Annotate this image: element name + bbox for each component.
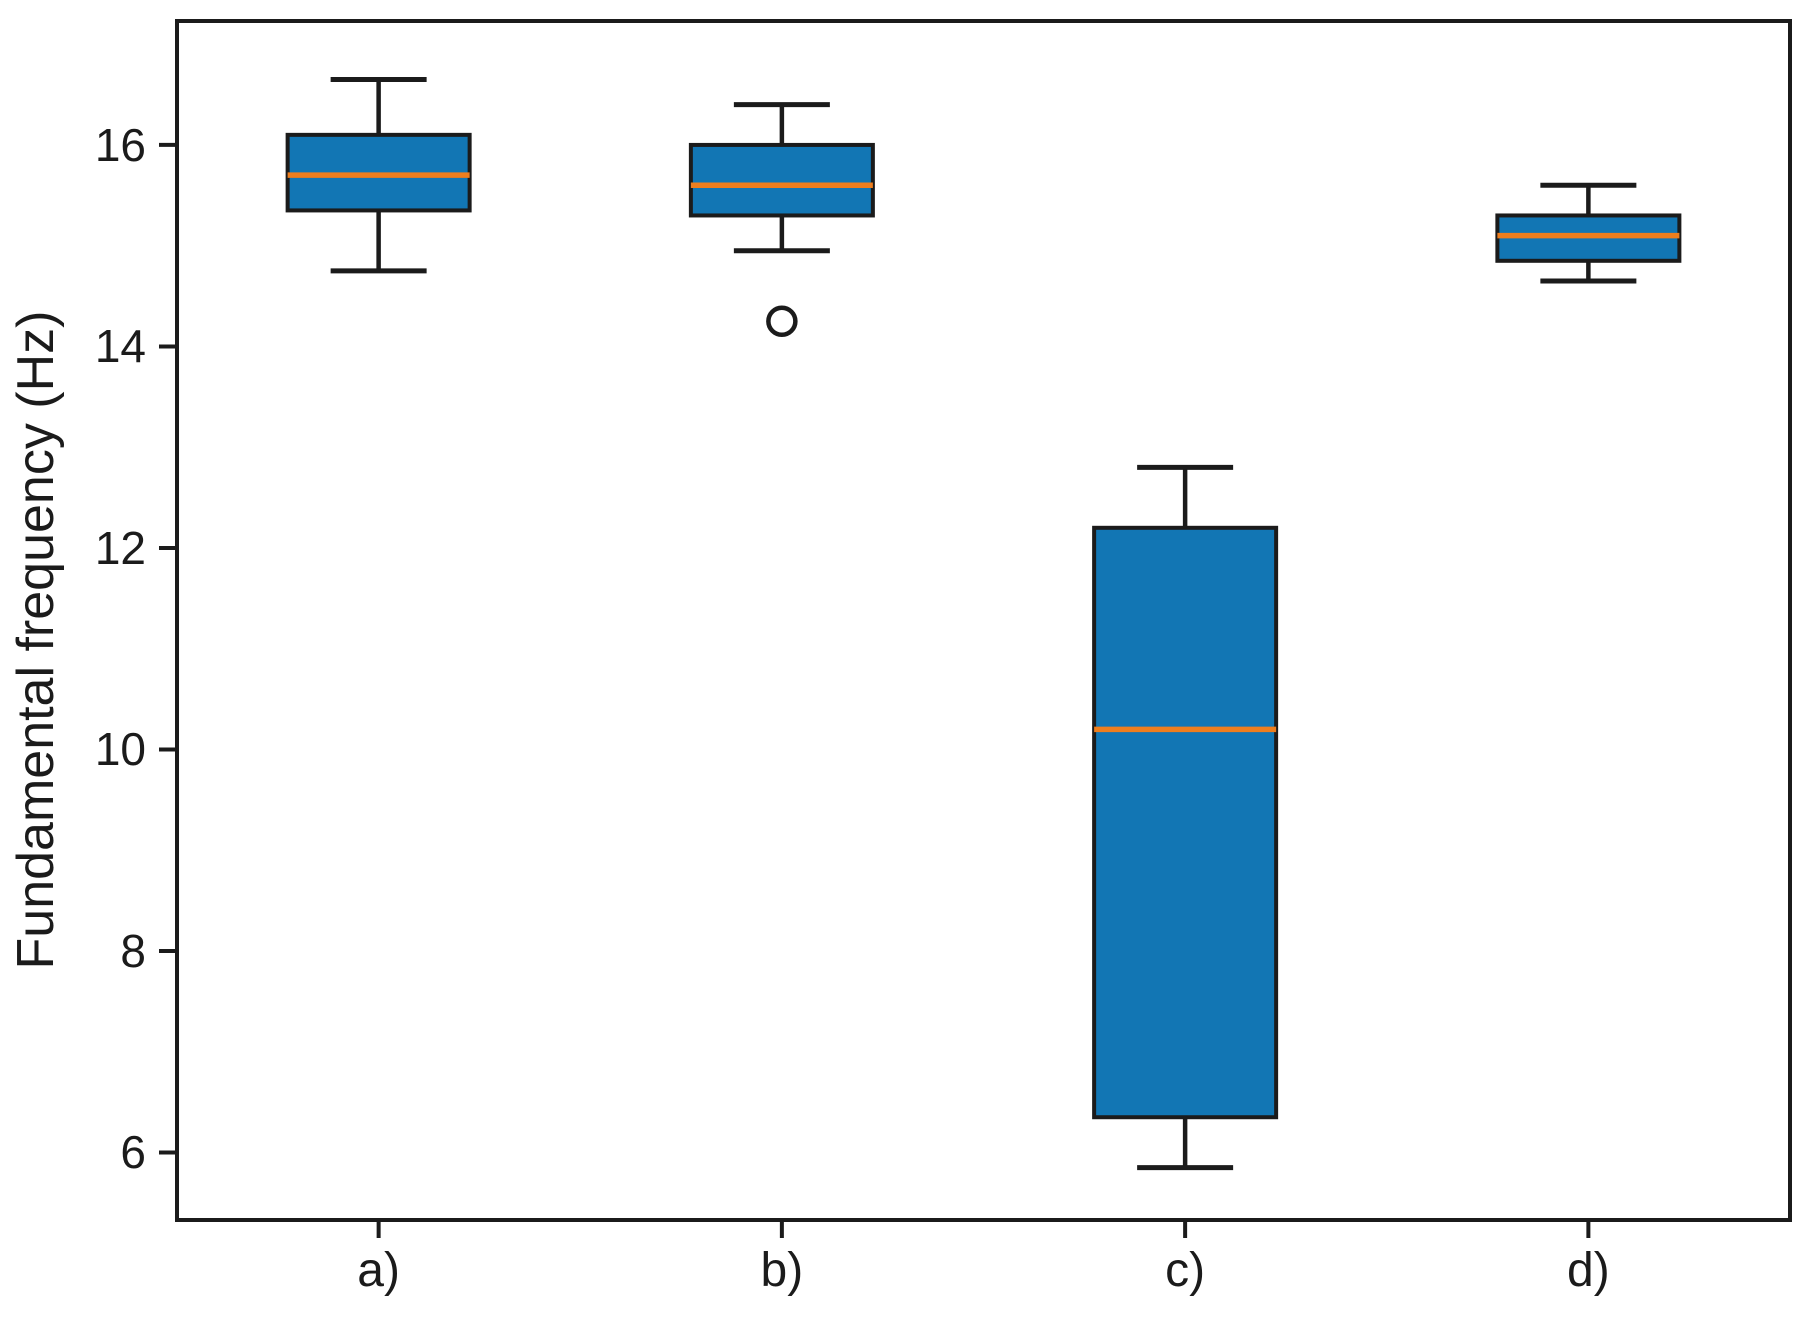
y-axis-label: Fundamental frequency (Hz) — [7, 310, 65, 970]
y-tick-label: 6 — [120, 1126, 146, 1179]
y-tick-label: 8 — [120, 924, 146, 977]
axes-frame — [175, 19, 1792, 1222]
box-b — [688, 142, 875, 218]
y-tick-label: 14 — [94, 320, 146, 373]
x-tick-label: a) — [357, 1244, 400, 1297]
y-tick-label: 16 — [94, 118, 146, 171]
x-tick-label: b) — [760, 1244, 804, 1297]
x-tick-label: d) — [1567, 1244, 1610, 1297]
outlier-b — [766, 305, 798, 338]
y-tick-label: 12 — [94, 521, 146, 574]
y-tick-label: 10 — [94, 723, 146, 776]
x-tick-label: c) — [1165, 1244, 1206, 1297]
box-c — [1092, 525, 1279, 1120]
